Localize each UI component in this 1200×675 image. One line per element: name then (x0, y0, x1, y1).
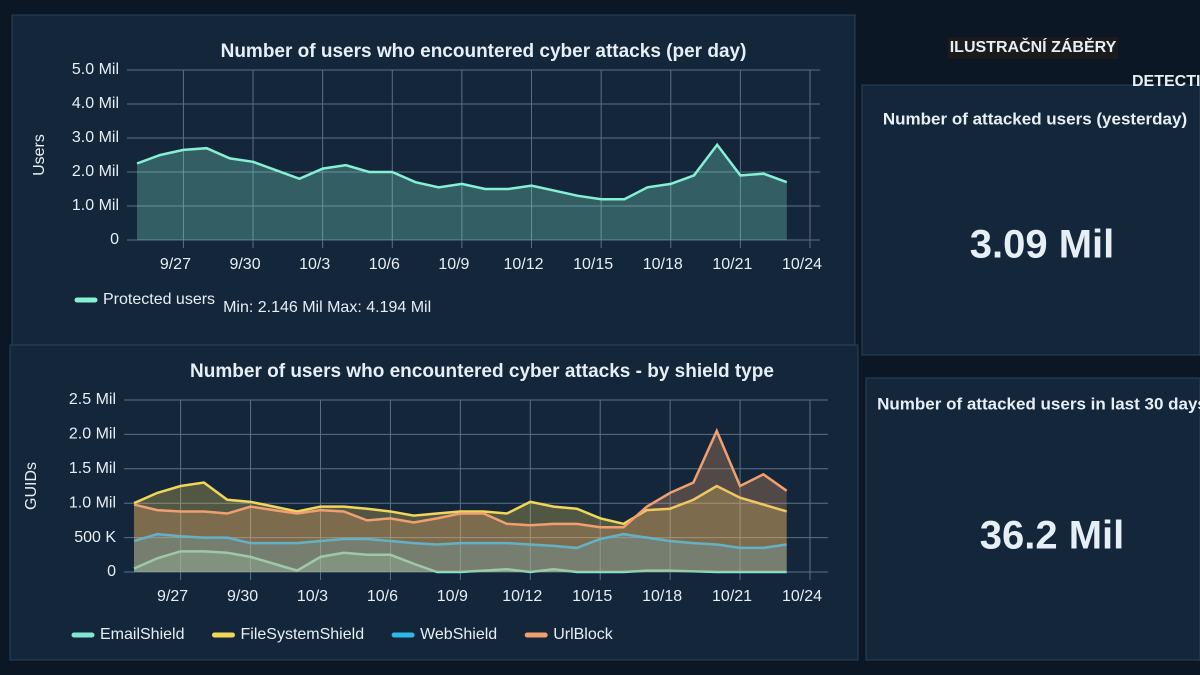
x-tick-label: 10/3 (299, 256, 330, 273)
x-tick-label: 10/15 (573, 256, 613, 273)
x-tick-label: 10/24 (782, 256, 822, 273)
y-tick-label: 1.0 Mil (72, 197, 119, 214)
x-tick-label: 10/21 (712, 256, 752, 273)
series-line (133, 481, 788, 526)
x-tick-label: 10/9 (438, 256, 469, 273)
overlay-box (948, 37, 1118, 59)
y-tick-label: 3.0 Mil (72, 129, 119, 146)
x-tick-label: 10/12 (502, 588, 542, 605)
x-tick-label: 10/21 (712, 588, 752, 605)
overlay-label: ILUSTRAČNÍ ZÁBĚRY (950, 37, 1117, 56)
area-fill (134, 430, 787, 572)
panel-title: Number of attacked users (yesterday) (883, 109, 1187, 128)
x-tick-label: 10/6 (369, 256, 400, 273)
chart-panel (9, 344, 859, 661)
x-tick-label: 10/12 (503, 256, 543, 273)
chart-title: Number of users who encountered cyber at… (190, 361, 774, 382)
area-fill (134, 482, 787, 572)
y-tick-label: 0 (107, 563, 116, 580)
chart-title: Number of users who encountered cyber at… (221, 41, 747, 62)
x-tick-label: 10/3 (297, 588, 328, 605)
series-line (136, 142, 788, 201)
x-tick-label: 9/30 (229, 256, 260, 273)
panel-title: Number of attacked users in last 30 days (877, 394, 1200, 413)
legend-label: EmailShield (100, 626, 184, 643)
y-tick-label: 500 K (74, 529, 116, 546)
x-tick-label: 10/6 (367, 588, 398, 605)
x-tick-label: 10/24 (782, 588, 822, 605)
x-tick-label: 10/18 (643, 256, 683, 273)
y-tick-label: 2.0 Mil (69, 426, 116, 443)
series-line (133, 532, 787, 550)
legend-label: FileSystemShield (240, 626, 364, 643)
x-tick-label: 10/18 (642, 588, 682, 605)
x-tick-label: 10/9 (437, 588, 468, 605)
y-tick-label: 5.0 Mil (72, 61, 119, 78)
legend-label: Protected users (103, 291, 215, 308)
legend-note: Min: 2.146 Mil Max: 4.194 Mil (223, 299, 431, 316)
x-tick-label: 9/27 (160, 256, 191, 273)
x-tick-label: 10/15 (572, 588, 612, 605)
y-tick-label: 1.0 Mil (69, 494, 116, 511)
stat-panel (865, 377, 1200, 661)
panel-value: 36.2 Mil (980, 514, 1125, 558)
y-tick-label: 0 (110, 231, 119, 248)
stat-panel (861, 84, 1200, 356)
y-tick-label: 2.5 Mil (69, 391, 116, 408)
x-tick-label: 9/27 (157, 588, 188, 605)
series-line (133, 427, 788, 529)
legend-label: UrlBlock (553, 626, 614, 643)
y-tick-label: 1.5 Mil (69, 460, 116, 477)
y-tick-label: 2.0 Mil (72, 163, 119, 180)
section-label: DETECTI (1132, 73, 1200, 90)
x-tick-label: 9/30 (227, 588, 258, 605)
y-axis-label: GUIDs (23, 462, 40, 510)
panel-value: 3.09 Mil (970, 223, 1115, 267)
area-fill (137, 144, 787, 240)
series-line (133, 550, 787, 574)
y-tick-label: 4.0 Mil (72, 95, 119, 112)
y-axis-label: Users (31, 134, 48, 176)
legend-label: WebShield (420, 626, 497, 643)
